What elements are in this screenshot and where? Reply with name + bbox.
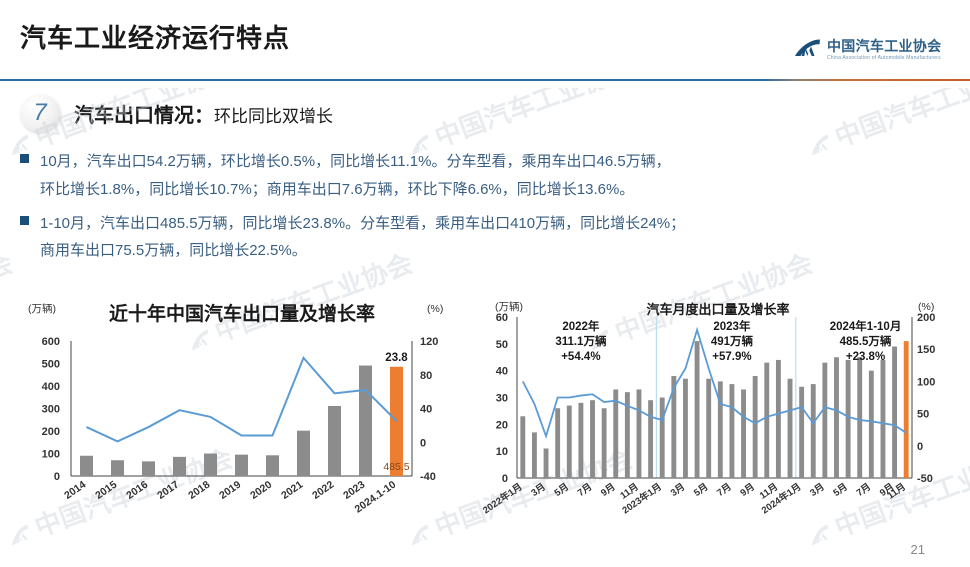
svg-text:0: 0	[917, 441, 923, 453]
svg-text:3月: 3月	[529, 481, 547, 498]
svg-text:150: 150	[917, 344, 935, 356]
svg-text:(万辆): (万辆)	[28, 302, 56, 315]
svg-text:40: 40	[420, 404, 432, 416]
svg-text:3月: 3月	[808, 481, 826, 498]
svg-text:-50: -50	[917, 473, 933, 485]
svg-text:491万辆: 491万辆	[711, 334, 754, 348]
svg-text:2022年: 2022年	[562, 319, 600, 333]
svg-text:2021: 2021	[279, 479, 305, 502]
svg-text:300: 300	[42, 404, 60, 416]
svg-text:0: 0	[420, 437, 426, 449]
svg-text:汽车月度出口量及增长率: 汽车月度出口量及增长率	[646, 302, 789, 317]
svg-text:9月: 9月	[599, 481, 617, 498]
svg-text:7月: 7月	[715, 481, 733, 498]
svg-text:7月: 7月	[855, 481, 873, 498]
svg-text:+57.9%: +57.9%	[712, 351, 751, 363]
svg-text:2024年1-10月: 2024年1-10月	[830, 319, 902, 333]
svg-text:60: 60	[496, 312, 508, 324]
svg-text:200: 200	[917, 312, 935, 324]
svg-text:+54.4%: +54.4%	[561, 351, 600, 363]
svg-text:50: 50	[917, 409, 929, 421]
svg-text:(%): (%)	[427, 303, 443, 315]
svg-text:50: 50	[496, 339, 508, 351]
svg-text:120: 120	[420, 336, 438, 348]
svg-text:近十年中国汽车出口量及增长率: 近十年中国汽车出口量及增长率	[109, 302, 375, 325]
svg-text:100: 100	[42, 449, 60, 461]
svg-text:20: 20	[496, 419, 508, 431]
svg-text:485.5万辆: 485.5万辆	[840, 334, 892, 348]
svg-text:100: 100	[917, 376, 935, 388]
svg-text:2018: 2018	[186, 479, 212, 502]
svg-text:2022年1月: 2022年1月	[480, 481, 524, 517]
svg-text:5月: 5月	[831, 481, 849, 498]
svg-text:30: 30	[496, 393, 508, 405]
svg-text:2015: 2015	[93, 479, 119, 502]
svg-text:400: 400	[42, 381, 60, 393]
svg-text:0: 0	[54, 471, 60, 483]
svg-text:5月: 5月	[553, 481, 571, 498]
svg-text:2016: 2016	[124, 479, 150, 502]
svg-text:2019: 2019	[217, 479, 243, 502]
svg-text:+23.8%: +23.8%	[846, 351, 885, 363]
svg-text:311.1万辆: 311.1万辆	[555, 334, 607, 348]
svg-text:2023年: 2023年	[713, 319, 751, 333]
svg-text:10: 10	[496, 446, 508, 458]
svg-text:23.8: 23.8	[385, 352, 408, 364]
svg-text:2020: 2020	[248, 479, 274, 502]
svg-text:5月: 5月	[692, 481, 710, 498]
svg-text:9月: 9月	[738, 481, 756, 498]
svg-text:7月: 7月	[576, 481, 594, 498]
svg-text:3月: 3月	[669, 481, 687, 498]
svg-text:0: 0	[502, 473, 508, 485]
svg-text:2017: 2017	[155, 479, 181, 502]
svg-text:80: 80	[420, 370, 432, 382]
svg-text:600: 600	[42, 336, 60, 348]
svg-text:-40: -40	[420, 471, 436, 483]
svg-text:200: 200	[42, 426, 60, 438]
svg-text:485.5: 485.5	[383, 461, 409, 473]
svg-text:2014: 2014	[62, 479, 88, 502]
svg-text:500: 500	[42, 359, 60, 371]
svg-text:2022: 2022	[310, 479, 336, 502]
svg-text:40: 40	[496, 366, 508, 378]
